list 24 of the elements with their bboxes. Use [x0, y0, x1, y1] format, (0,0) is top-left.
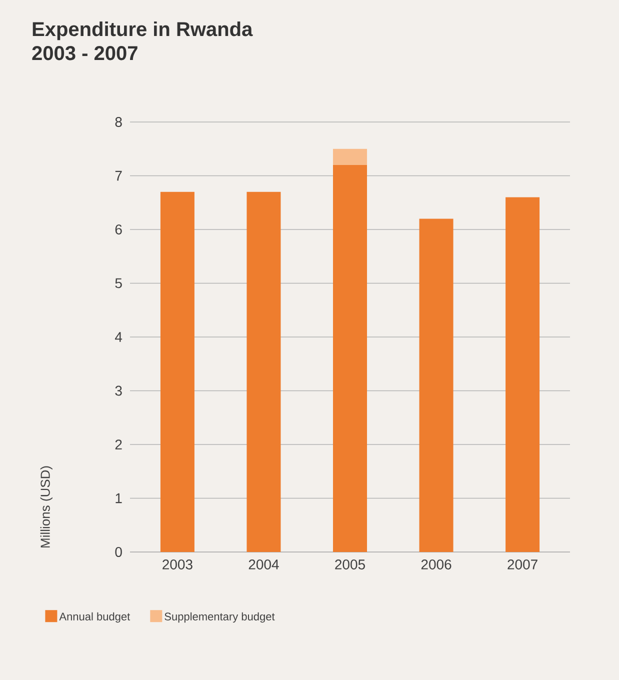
y-axis-title: Millions (USD): [40, 466, 52, 548]
y-tick-label: 6: [115, 224, 122, 234]
y-tick-label: 2: [115, 440, 122, 450]
y-tick-label: 1: [116, 493, 122, 504]
y-tick-label: 8: [115, 117, 122, 127]
y-tick-label: 3: [115, 386, 122, 396]
x-tick-label: 2005: [335, 560, 365, 570]
bar: [419, 218, 454, 552]
y-tick-label: 7: [115, 170, 122, 181]
bar: [332, 148, 367, 165]
legend-label: Annual budget: [59, 612, 130, 623]
y-tick-label: 0: [115, 547, 122, 557]
legend-label: Supplementary budget: [164, 612, 275, 623]
y-tick-label: 5: [115, 278, 122, 288]
bar: [332, 165, 367, 552]
bar: [246, 192, 281, 552]
x-tick-label: 2006: [421, 560, 452, 570]
x-tick-label: 2007: [508, 560, 538, 570]
bar: [160, 192, 194, 552]
x-tick-label: 2004: [248, 560, 279, 570]
bar: [506, 197, 540, 552]
y-tick-label: 4: [114, 332, 122, 342]
chart-title: Expenditure in Rwanda 2003 - 2007: [32, 22, 253, 60]
x-tick-label: 2003: [162, 560, 192, 570]
